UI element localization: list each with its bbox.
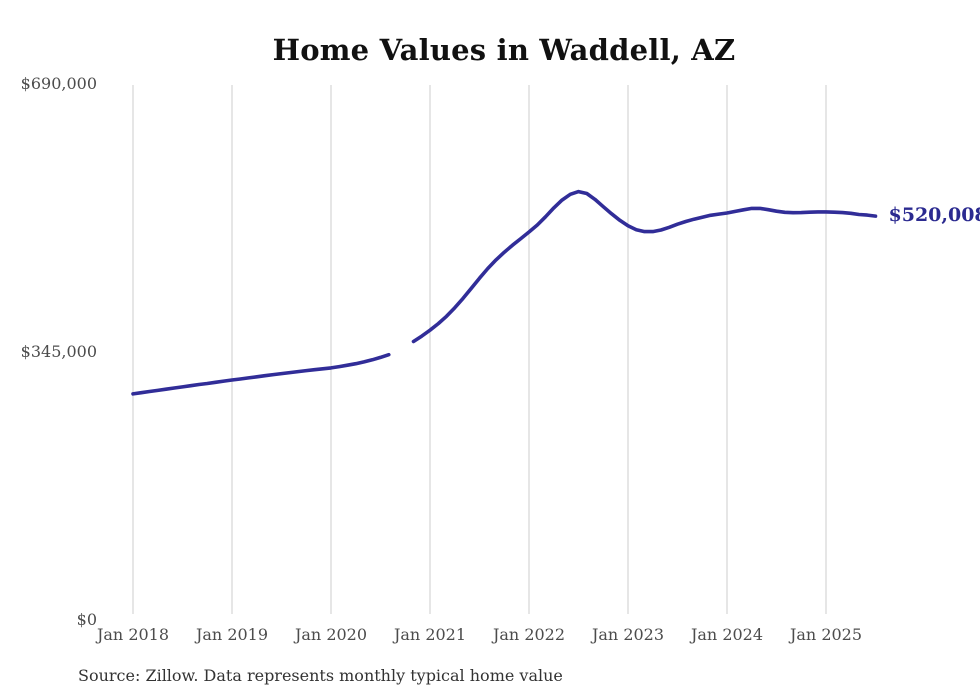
x-tick-label: Jan 2022 bbox=[492, 625, 566, 644]
value-line-segment bbox=[411, 189, 878, 344]
value-line-segment bbox=[131, 352, 391, 396]
x-tick-label: Jan 2025 bbox=[789, 625, 863, 644]
x-tick-label: Jan 2021 bbox=[393, 625, 467, 644]
chart-title: Home Values in Waddell, AZ bbox=[272, 33, 736, 67]
y-tick-label: $0 bbox=[76, 610, 97, 629]
x-tick-label: Jan 2019 bbox=[195, 625, 269, 644]
x-tick-label: Jan 2020 bbox=[294, 625, 368, 644]
y-tick-label: $690,000 bbox=[20, 74, 97, 93]
source-note: Source: Zillow. Data represents monthly … bbox=[78, 666, 563, 685]
x-tick-label: Jan 2023 bbox=[591, 625, 665, 644]
latest-value-label: $520,008 bbox=[888, 204, 980, 227]
x-tick-label: Jan 2024 bbox=[690, 625, 764, 644]
x-tick-label: Jan 2018 bbox=[96, 625, 170, 644]
y-tick-label: $345,000 bbox=[20, 342, 97, 361]
